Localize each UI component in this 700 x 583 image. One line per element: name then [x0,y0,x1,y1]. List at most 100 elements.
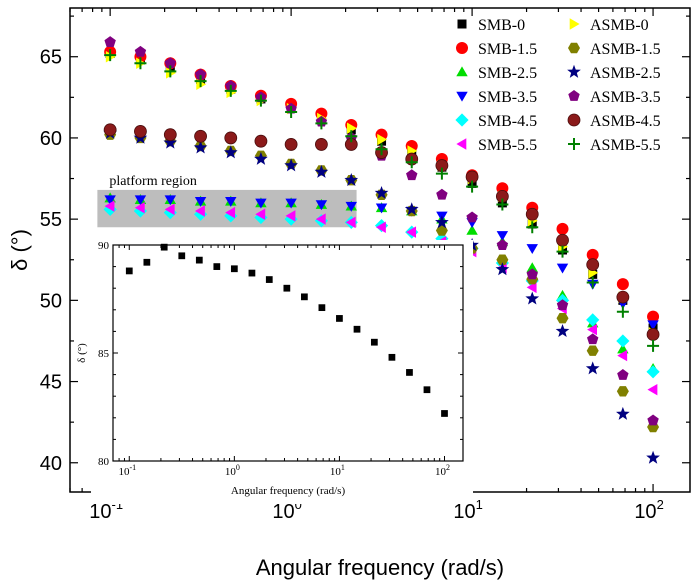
data-point [314,164,329,178]
legend-marker [457,19,467,29]
data-point [346,122,357,134]
y-tick-label: 55 [40,209,62,231]
data-point [525,207,539,221]
inset-data-point [213,263,221,270]
data-point [556,245,569,258]
data-point [315,117,328,130]
legend-marker [568,90,580,101]
inset-data-point [265,276,273,283]
data-point [406,169,418,181]
data-point [406,226,417,238]
series-ASMB-4.5 [103,123,660,341]
data-point [225,206,236,219]
data-point [223,145,238,159]
x-axis-label: Angular frequency (rad/s) [256,555,504,580]
data-point [345,216,356,229]
data-point [134,45,147,57]
data-point [526,281,537,294]
data-point [255,208,266,220]
data-point [647,310,660,323]
data-point [285,210,296,222]
data-point [496,231,509,241]
legend-label: SMB-4.5 [478,113,537,130]
data-point [647,383,658,396]
inset-y-tick-label: 85 [98,348,110,360]
inset-x-axis-label: Angular frequency (rad/s) [231,485,346,497]
legend-marker [568,138,580,150]
legend-label: SMB-1.5 [478,41,537,58]
data-point [224,84,237,97]
legend-marker [569,18,580,30]
main-data-marks [103,36,660,464]
data-point [647,320,659,331]
data-point [285,105,298,118]
data-point [616,305,629,318]
data-point [255,198,267,209]
data-point [404,202,419,216]
legend-marker [567,64,581,78]
data-point [254,94,267,107]
legend-label: ASMB-4.5 [590,113,661,130]
platform-region-annotation: platform region [109,174,196,189]
data-point [586,258,600,272]
data-point [104,200,115,212]
data-point [496,198,509,211]
data-point [616,290,630,304]
data-point [466,211,478,223]
inset-data-point [125,267,133,275]
data-point [164,57,177,69]
y-tick-label: 45 [40,372,62,394]
data-point [344,172,359,186]
data-point [556,263,569,274]
legend-marker [456,66,468,77]
y-tick-label: 40 [40,453,62,475]
data-point [224,131,238,145]
data-point [194,196,207,207]
legend-item: ASMB-0 [569,17,649,34]
inset-y-tick-label: 80 [98,456,110,468]
data-point [556,299,569,311]
data-point [646,365,660,379]
data-point [164,195,177,206]
data-point [374,185,389,199]
legend-item: ASMB-1.5 [568,41,661,58]
data-point [375,221,386,233]
data-point [496,254,509,265]
inset-data-point [178,252,186,260]
data-point [526,262,538,273]
legend-label: SMB-3.5 [478,89,537,106]
data-point [163,128,177,142]
data-point [164,65,177,78]
legend-label: SMB-0 [478,17,525,34]
data-point [375,143,388,156]
legend-label: ASMB-2.5 [590,65,661,82]
legend-marker [455,113,469,127]
y-tick-label: 60 [40,128,62,150]
data-point [556,233,569,247]
data-point [587,323,598,336]
inset-data-point [388,353,396,361]
data-point [314,138,328,151]
data-point [435,167,448,180]
data-point [194,205,205,217]
data-point [526,221,539,234]
data-point [134,125,147,138]
data-point [526,244,538,254]
data-point [616,278,629,291]
legend-label: ASMB-0 [590,17,649,34]
legend-item: SMB-4.5 [455,113,537,130]
data-point [555,324,570,338]
inset-y-axis-label: δ (°) [76,343,88,363]
legend-label: ASMB-1.5 [590,41,661,58]
data-point [495,262,510,276]
legend-marker [567,113,581,127]
data-point [466,224,478,235]
data-point [163,135,178,149]
data-point [345,201,357,212]
y-axis-label: δ (°) [7,229,32,271]
data-point [104,49,117,62]
inset-data-point [195,256,203,264]
legend-marker [456,91,468,102]
